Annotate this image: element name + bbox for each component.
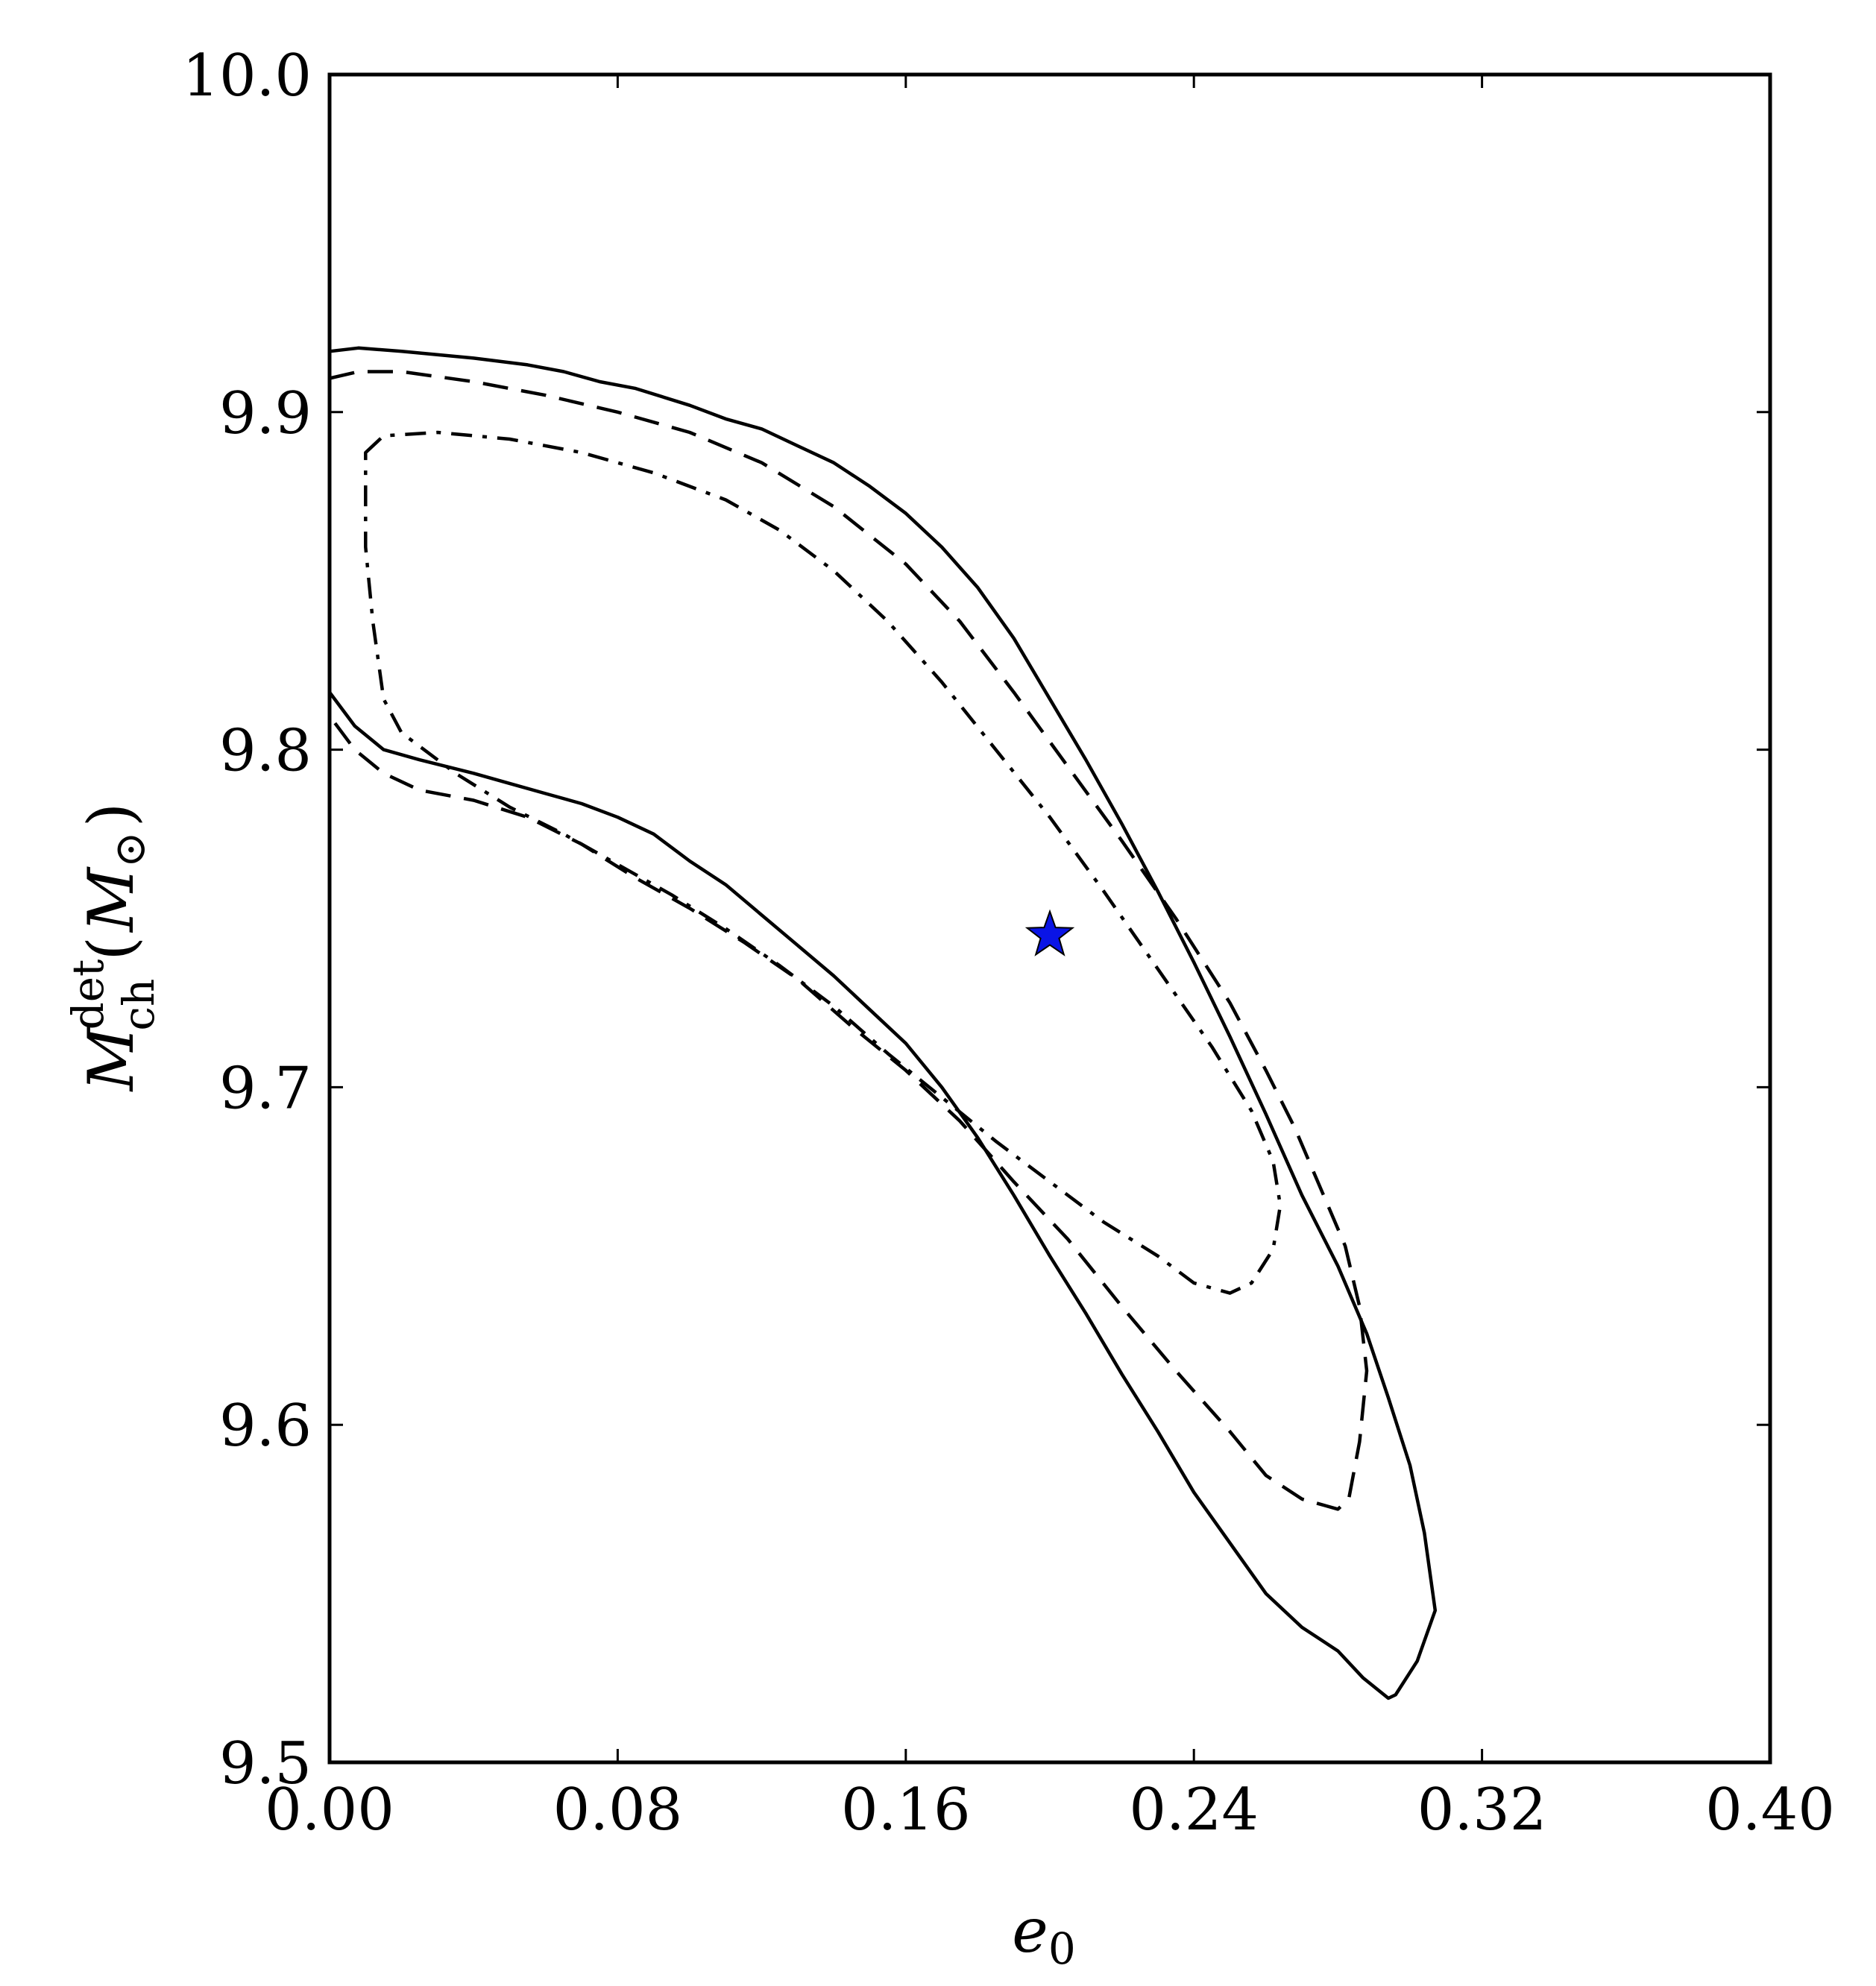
- y-tick-label: 9.5: [219, 1730, 312, 1797]
- contour-dashdot: [364, 430, 1282, 1295]
- x-tick-label: 0.40: [1705, 1777, 1835, 1844]
- marker-group: [1024, 909, 1075, 956]
- x-tick-label: 0.16: [841, 1777, 971, 1844]
- y-axis-label: Mdetch(M⊙): [63, 803, 164, 1093]
- x-tick-label: 0.08: [553, 1777, 683, 1844]
- y-tick-label: 9.9: [219, 380, 312, 447]
- y-tick-label: 9.6: [219, 1393, 312, 1460]
- svg-text:Mdetch(M⊙): Mdetch(M⊙): [63, 803, 164, 1093]
- y-tick-label: 9.8: [219, 718, 312, 785]
- contour-solid: [327, 346, 1438, 1700]
- plot-frame: [327, 72, 1772, 1765]
- contour-dashed: [327, 370, 1369, 1511]
- y-tick-label: 9.7: [219, 1055, 312, 1122]
- star-marker: [1024, 909, 1075, 956]
- x-tick-label: 0.24: [1129, 1777, 1259, 1844]
- tick-group: 0.00 0.08 0.16 0.24 0.32 0.40 9.5 9.6 9.7 9.8 9.9 1…: [182, 42, 1835, 1844]
- x-tick-label: 0.00: [265, 1777, 394, 1844]
- contour-group: [327, 346, 1438, 1700]
- y-tick-label: 10.0: [182, 42, 312, 110]
- x-tick-label: 0.32: [1417, 1777, 1547, 1844]
